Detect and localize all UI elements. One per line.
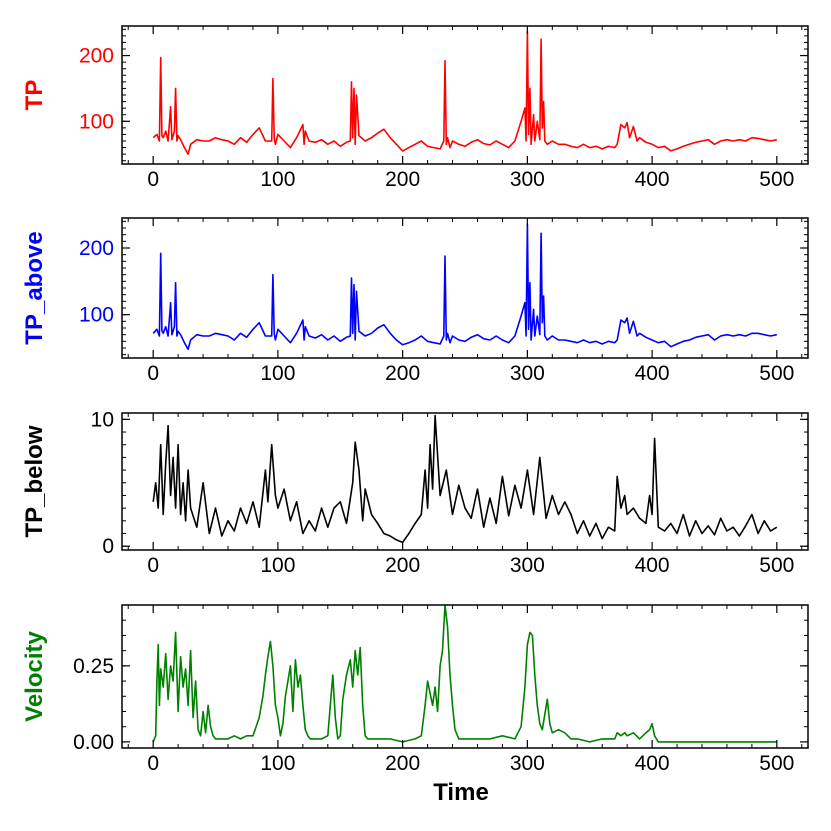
tp-below-axes-frame: [121, 412, 809, 551]
tp-below-y-tick-label: 10: [91, 408, 114, 431]
tp-above-y-tick-label: 100: [79, 304, 114, 327]
tp-y-tick-label: 200: [79, 45, 114, 68]
tp-below-x-tick-label: 100: [260, 554, 295, 577]
panel-tp: 0 100 200 300 400 500 100 200 TP: [21, 25, 809, 191]
tp-below-y-tick-label: 0: [102, 535, 114, 558]
velocity-x-tick-label: 200: [385, 752, 420, 775]
velocity-x-tick-label: 400: [635, 752, 670, 775]
velocity-axes-frame: [121, 604, 809, 749]
tp-below-x-tick-label: 0: [147, 554, 159, 577]
x-axis-label: Time: [433, 779, 489, 806]
tp-y-tick-label: 100: [79, 110, 114, 133]
velocity-x-tick-label: 500: [759, 752, 794, 775]
velocity-series-line: [152, 604, 777, 743]
tp-below-x-tick-label: 200: [385, 554, 420, 577]
tp-above-series-line: [152, 223, 777, 351]
tp-above-x-tick-label: 400: [635, 362, 670, 385]
tp-y-axis-label: TP: [21, 80, 48, 111]
tp-series-line: [152, 30, 777, 155]
tp-above-x-tick-label: 100: [260, 362, 295, 385]
panel-velocity: 0 100 200 300 400 500 0.00 0.25 Velocity: [21, 604, 809, 775]
velocity-y-axis-label: Velocity: [21, 630, 48, 721]
velocity-y-tick-label: 0.00: [73, 731, 114, 754]
tp-above-x-tick-label: 0: [147, 362, 159, 385]
tp-x-tick-label: 300: [510, 168, 545, 191]
velocity-x-tick-label: 300: [510, 752, 545, 775]
velocity-y-tick-label: 0.25: [73, 655, 114, 678]
tp-above-x-tick-label: 200: [385, 362, 420, 385]
tp-x-tick-label: 400: [635, 168, 670, 191]
tp-x-tick-label: 200: [385, 168, 420, 191]
tp-above-x-tick-label: 300: [510, 362, 545, 385]
tp-x-tick-label: 500: [759, 168, 794, 191]
tp-x-tick-label: 100: [260, 168, 295, 191]
panel-tp-above: 0 100 200 300 400 500 100 200 TP_above: [21, 217, 809, 385]
tp-axes-frame: [121, 25, 809, 165]
velocity-x-tick-label: 100: [260, 752, 295, 775]
tp-x-tick-label: 0: [147, 168, 159, 191]
tp-above-y-tick-label: 200: [79, 237, 114, 260]
tp-below-x-tick-label: 500: [759, 554, 794, 577]
velocity-x-tick-label: 0: [147, 752, 159, 775]
tp-above-y-axis-label: TP_above: [21, 231, 48, 344]
tp-below-y-axis-label: TP_below: [21, 425, 48, 537]
tp-below-x-tick-label: 400: [635, 554, 670, 577]
panel-tp-below: 0 100 200 300 400 500 0 10 TP_below: [21, 408, 809, 577]
tp-below-series-line: [152, 414, 778, 544]
tp-above-axes-frame: [121, 217, 809, 359]
tp-above-x-tick-label: 500: [759, 362, 794, 385]
tp-below-x-tick-label: 300: [510, 554, 545, 577]
